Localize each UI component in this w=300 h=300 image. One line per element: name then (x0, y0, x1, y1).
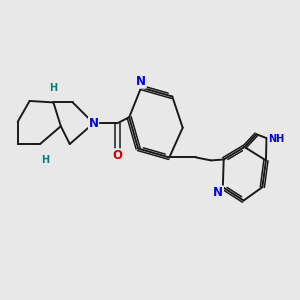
Text: N: N (213, 186, 224, 199)
Text: NH: NH (268, 134, 284, 144)
Text: N: N (88, 117, 98, 130)
Text: N: N (136, 75, 146, 88)
Text: H: H (49, 82, 58, 93)
Text: H: H (41, 154, 50, 164)
Text: O: O (112, 149, 122, 162)
